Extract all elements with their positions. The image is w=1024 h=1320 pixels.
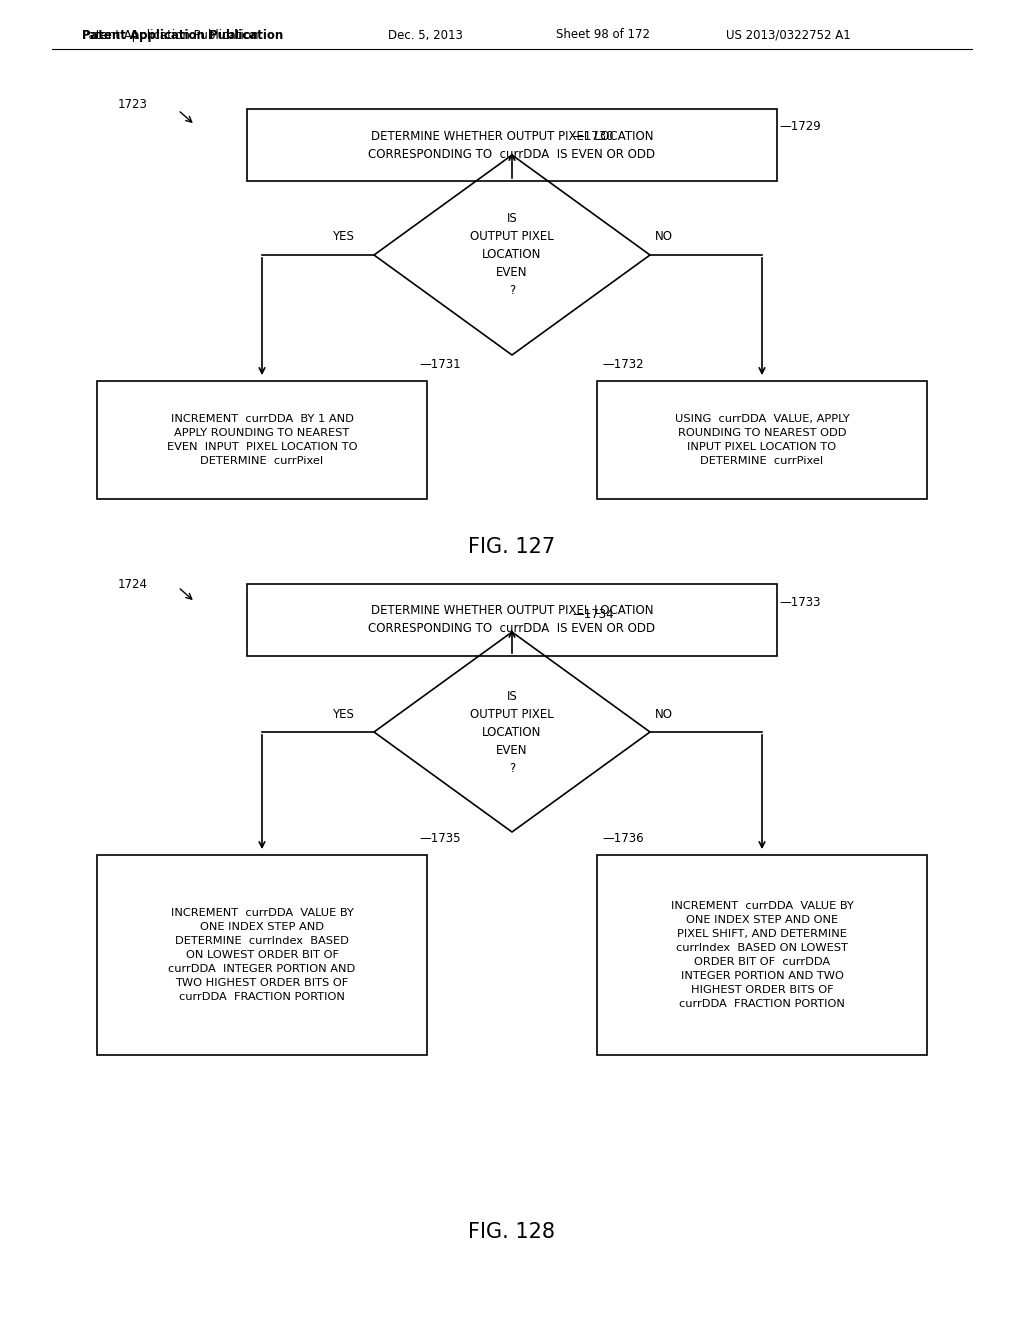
Text: 1724: 1724 [118, 578, 148, 591]
Text: —1736: —1736 [602, 833, 644, 846]
Text: INCREMENT  currDDA  VALUE BY
ONE INDEX STEP AND
DETERMINE  currIndex  BASED
ON L: INCREMENT currDDA VALUE BY ONE INDEX STE… [168, 908, 355, 1002]
Bar [597, 381, 927, 499]
Text: NO: NO [655, 231, 673, 243]
Text: INCREMENT  currDDA  BY 1 AND
APPLY ROUNDING TO NEAREST
EVEN  INPUT  PIXEL LOCATI: INCREMENT currDDA BY 1 AND APPLY ROUNDIN… [167, 414, 357, 466]
Text: Patent Application Publication: Patent Application Publication [82, 29, 284, 41]
Text: FIG. 128: FIG. 128 [469, 1222, 555, 1242]
Text: —1729: —1729 [779, 120, 821, 133]
Text: 1723: 1723 [118, 99, 148, 111]
Bar [247, 583, 777, 656]
Bar [97, 381, 427, 499]
Text: Dec. 5, 2013: Dec. 5, 2013 [388, 29, 463, 41]
Bar [597, 855, 927, 1055]
Text: USING  currDDA  VALUE, APPLY
ROUNDING TO NEAREST ODD
INPUT PIXEL LOCATION TO
DET: USING currDDA VALUE, APPLY ROUNDING TO N… [675, 414, 849, 466]
Text: —1732: —1732 [602, 359, 644, 371]
Text: IS
OUTPUT PIXEL
LOCATION
EVEN
?: IS OUTPUT PIXEL LOCATION EVEN ? [470, 213, 554, 297]
Bar [247, 110, 777, 181]
Text: DETERMINE WHETHER OUTPUT PIXEL LOCATION
CORRESPONDING TO  currDDA  IS EVEN OR OD: DETERMINE WHETHER OUTPUT PIXEL LOCATION … [369, 129, 655, 161]
Text: Patent Application Publication: Patent Application Publication [82, 29, 258, 41]
Text: NO: NO [655, 708, 673, 721]
Text: —1733: —1733 [779, 595, 820, 609]
Text: —1730: —1730 [572, 131, 613, 144]
Text: INCREMENT  currDDA  VALUE BY
ONE INDEX STEP AND ONE
PIXEL SHIFT, AND DETERMINE
c: INCREMENT currDDA VALUE BY ONE INDEX STE… [671, 902, 853, 1008]
Text: US 2013/0322752 A1: US 2013/0322752 A1 [726, 29, 851, 41]
Text: YES: YES [332, 708, 354, 721]
Text: DETERMINE WHETHER OUTPUT PIXEL LOCATION
CORRESPONDING TO  currDDA  IS EVEN OR OD: DETERMINE WHETHER OUTPUT PIXEL LOCATION … [369, 605, 655, 635]
Text: FIG. 127: FIG. 127 [468, 537, 556, 557]
Text: —1734: —1734 [572, 607, 613, 620]
Text: YES: YES [332, 231, 354, 243]
Text: Sheet 98 of 172: Sheet 98 of 172 [556, 29, 650, 41]
Text: IS
OUTPUT PIXEL
LOCATION
EVEN
?: IS OUTPUT PIXEL LOCATION EVEN ? [470, 689, 554, 775]
Bar [97, 855, 427, 1055]
Text: —1735: —1735 [419, 833, 461, 846]
Text: —1731: —1731 [419, 359, 461, 371]
